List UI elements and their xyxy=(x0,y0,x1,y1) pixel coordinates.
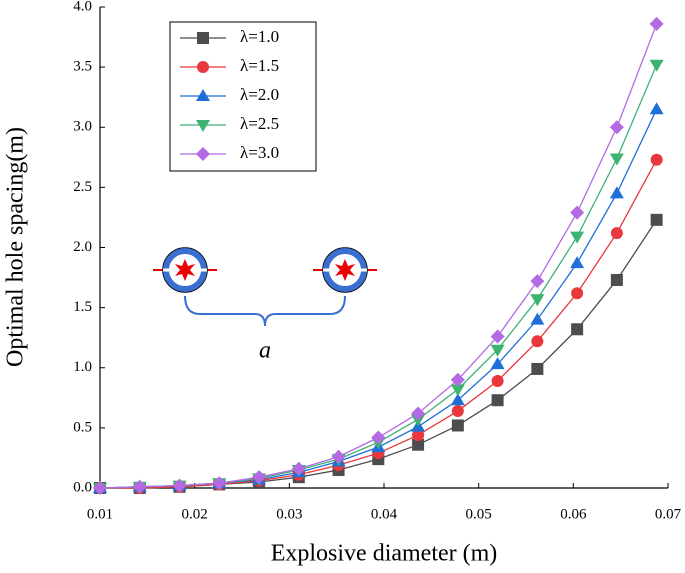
marker xyxy=(610,273,623,286)
marker xyxy=(450,372,465,387)
annotation: a xyxy=(259,338,271,364)
marker xyxy=(197,61,209,73)
marker xyxy=(530,312,545,325)
marker xyxy=(491,374,504,387)
y-tick-label: 3.0 xyxy=(73,119,92,135)
marker xyxy=(196,120,210,132)
marker xyxy=(291,461,306,476)
y-tick-label: 1.5 xyxy=(73,299,92,315)
marker xyxy=(571,287,584,300)
legend-label: λ=1.0 xyxy=(240,27,279,46)
marker xyxy=(490,357,505,370)
marker xyxy=(490,329,505,344)
marker xyxy=(530,274,545,289)
x-tick-label: 0.01 xyxy=(87,506,113,522)
y-axis-title: Optimal hole spacing(m) xyxy=(3,127,29,367)
marker xyxy=(649,59,664,72)
marker xyxy=(570,231,585,244)
marker xyxy=(450,393,465,406)
marker xyxy=(609,153,624,166)
marker xyxy=(196,147,210,161)
marker xyxy=(571,323,584,336)
legend-label: λ=1.5 xyxy=(240,56,279,75)
marker xyxy=(610,227,623,240)
marker xyxy=(411,414,426,427)
legend-label: λ=2.5 xyxy=(240,114,279,133)
marker xyxy=(451,419,464,432)
legend-label: λ=2.0 xyxy=(240,85,279,104)
y-tick-label: 1.0 xyxy=(73,359,92,375)
marker xyxy=(331,449,346,464)
y-tick-label: 2.0 xyxy=(73,239,92,255)
legend: λ=1.0 λ=1.5 λ=2.0 λ=2.5 λ=3.0 xyxy=(169,21,317,172)
y-tick-label: 4.0 xyxy=(73,0,92,14)
x-tick-label: 0.02 xyxy=(182,506,208,522)
marker xyxy=(412,438,425,451)
x-tick-label: 0.04 xyxy=(371,506,398,522)
marker xyxy=(649,102,664,115)
marker xyxy=(570,205,585,220)
marker xyxy=(609,120,624,135)
marker xyxy=(212,476,227,491)
marker xyxy=(650,213,663,226)
marker xyxy=(530,294,545,307)
marker xyxy=(411,406,426,421)
marker xyxy=(491,394,504,407)
marker xyxy=(197,32,209,44)
marker xyxy=(570,256,585,269)
brace xyxy=(184,295,346,327)
x-tick-label: 0.03 xyxy=(276,506,302,522)
legend-label: λ=3.0 xyxy=(240,143,279,162)
marker xyxy=(371,430,386,445)
marker xyxy=(531,362,544,375)
marker xyxy=(93,481,107,495)
marker xyxy=(252,470,267,485)
marker xyxy=(132,479,147,494)
x-axis-title: Explosive diameter (m) xyxy=(271,541,498,567)
x-tick-label: 0.06 xyxy=(560,506,587,522)
marker xyxy=(609,186,624,199)
inset-diagram: a xyxy=(153,247,377,364)
y-tick-label: 3.5 xyxy=(73,59,92,75)
marker xyxy=(649,16,664,31)
marker xyxy=(451,405,464,418)
y-tick-label: 0.5 xyxy=(73,419,92,435)
y-tick-label: 2.5 xyxy=(73,179,92,195)
marker xyxy=(172,478,187,493)
borehole-left xyxy=(153,247,217,293)
marker xyxy=(490,344,505,357)
marker xyxy=(450,384,465,397)
x-tick-label: 0.07 xyxy=(655,506,682,522)
marker xyxy=(531,335,544,348)
marker xyxy=(196,89,210,101)
borehole-right xyxy=(313,247,377,293)
y-tick-label: 0.0 xyxy=(73,479,92,495)
marker xyxy=(412,429,425,442)
marker xyxy=(650,153,663,166)
x-tick-label: 0.05 xyxy=(466,506,492,522)
